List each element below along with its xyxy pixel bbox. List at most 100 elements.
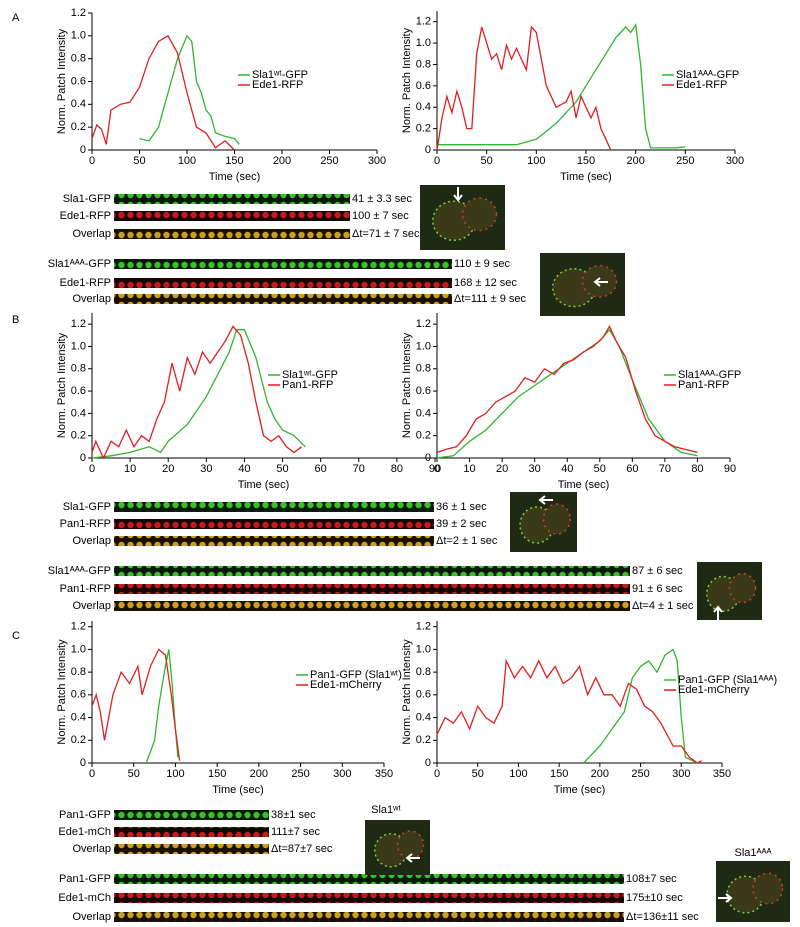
y-tick-label: 0.2 xyxy=(71,430,86,442)
y-tick-label: 0.4 xyxy=(71,98,86,110)
y-tick-label: 0.8 xyxy=(416,363,431,375)
arrow xyxy=(718,893,733,903)
cell xyxy=(728,572,757,604)
legend-label: Sla1ʷᵗ-GFP xyxy=(282,369,338,381)
kymo-time: 36 ± 1 sec xyxy=(436,501,487,513)
kymograph-strip xyxy=(114,810,269,820)
kymograph-strip xyxy=(114,827,269,837)
y-tick-label: 0.6 xyxy=(416,80,431,92)
cell-label: Sla1ʷᵗ xyxy=(371,804,401,816)
x-tick-label: 90 xyxy=(429,463,441,475)
legend-label: Sla1ᴬᴬᴬ-GFP xyxy=(676,69,739,81)
y-tick-label: 0.8 xyxy=(71,363,86,375)
x-tick-label: 300 xyxy=(368,155,386,167)
x-tick-label: 200 xyxy=(250,768,268,780)
series-line xyxy=(91,329,306,459)
y-tick-label: 1.2 xyxy=(416,318,431,330)
x-tick-label: 90 xyxy=(724,463,736,475)
x-tick-label: 60 xyxy=(315,463,327,475)
legend-label: Sla1ᴬᴬᴬ-GFP xyxy=(678,369,741,381)
x-axis-label: Time (sec) xyxy=(558,479,610,491)
y-tick-label: 0.8 xyxy=(416,666,431,678)
kymo-time: 41 ± 3.3 sec xyxy=(352,193,412,205)
y-tick-label: 0.4 xyxy=(416,101,431,113)
kymo-time: Δt=4 ± 1 sec xyxy=(632,600,694,612)
kymo-label: Sla1-GFP xyxy=(63,501,111,513)
y-tick-label: 0 xyxy=(80,144,86,156)
y-tick-label: 1.0 xyxy=(71,643,86,655)
y-axis-label: Norm. Patch Intensity xyxy=(56,639,68,745)
legend-label: Ede1-RFP xyxy=(676,79,727,91)
x-tick-label: 0 xyxy=(89,768,95,780)
x-tick-label: 150 xyxy=(225,155,243,167)
y-tick-label: 0.4 xyxy=(416,407,431,419)
kymo-label: Overlap xyxy=(72,535,111,547)
series-line xyxy=(436,328,698,459)
y-tick-label: 0.4 xyxy=(71,407,86,419)
kymo-label: Ede1-RFP xyxy=(60,277,111,289)
kymo-time: 108±7 sec xyxy=(626,873,677,885)
kymo-label: Ede1-mCh xyxy=(58,892,111,904)
cell xyxy=(752,872,784,905)
x-tick-label: 250 xyxy=(291,768,309,780)
y-tick-label: 1.0 xyxy=(416,340,431,352)
legend-label: Pan1-GFP (Sla1ᴬᴬᴬ) xyxy=(678,674,777,686)
kymograph-strip xyxy=(114,294,452,304)
x-tick-label: 0 xyxy=(434,155,440,167)
x-axis-label: Time (sec) xyxy=(212,784,264,796)
kymo-time: Δt=2 ± 1 sec xyxy=(436,535,498,547)
cell xyxy=(542,503,572,535)
x-tick-label: 50 xyxy=(472,768,484,780)
series-line xyxy=(583,648,698,764)
x-tick-label: 350 xyxy=(375,768,393,780)
kymograph-strip xyxy=(114,502,434,512)
x-tick-label: 300 xyxy=(726,155,744,167)
kymograph-strip xyxy=(114,874,624,884)
x-axis-label: Time (sec) xyxy=(238,479,290,491)
x-tick-label: 60 xyxy=(626,463,638,475)
y-axis-label: Norm. Patch Intensity xyxy=(401,332,413,438)
kymograph-strip xyxy=(114,601,630,611)
y-tick-label: 0 xyxy=(425,757,431,769)
y-axis-label: Norm. Patch Intensity xyxy=(56,332,68,438)
series-line xyxy=(91,325,302,460)
kymo-label: Overlap xyxy=(72,911,111,923)
kymo-time: Δt=71 ± 7 sec xyxy=(352,228,420,240)
arrow xyxy=(405,853,420,863)
kymo-label: Pan1-RFP xyxy=(60,518,111,530)
legend-label: Pan1-RFP xyxy=(678,379,729,391)
legend-label: Ede1-mCherry xyxy=(678,684,750,696)
y-tick-label: 0.8 xyxy=(71,53,86,65)
y-tick-label: 0.2 xyxy=(71,734,86,746)
y-tick-label: 0.2 xyxy=(416,123,431,135)
x-tick-label: 150 xyxy=(577,155,595,167)
series-line xyxy=(91,34,235,151)
legend-label: Pan1-RFP xyxy=(282,379,333,391)
y-tick-label: 1.0 xyxy=(416,643,431,655)
y-tick-label: 0.4 xyxy=(71,711,86,723)
x-tick-label: 10 xyxy=(124,463,136,475)
legend-label: Sla1ʷᵗ-GFP xyxy=(252,69,308,81)
x-tick-label: 50 xyxy=(594,463,606,475)
y-tick-label: 1.2 xyxy=(416,621,431,633)
cell xyxy=(396,830,425,860)
x-tick-label: 10 xyxy=(463,463,475,475)
kymo-time: Δt=87±7 sec xyxy=(271,843,333,855)
x-tick-label: 30 xyxy=(529,463,541,475)
y-tick-label: 0.6 xyxy=(71,75,86,87)
x-tick-label: 150 xyxy=(208,768,226,780)
x-tick-label: 70 xyxy=(353,463,365,475)
x-tick-label: 100 xyxy=(527,155,545,167)
kymo-label: Ede1-mCh xyxy=(58,826,111,838)
x-tick-label: 20 xyxy=(496,463,508,475)
panel-letter: C xyxy=(12,630,20,642)
x-tick-label: 80 xyxy=(391,463,403,475)
series-line xyxy=(139,34,240,145)
x-tick-label: 0 xyxy=(89,155,95,167)
x-tick-label: 0 xyxy=(434,463,440,475)
panel-letter: A xyxy=(12,12,20,24)
kymograph-strip xyxy=(114,893,624,903)
series-line xyxy=(436,25,612,151)
kymograph-strip xyxy=(114,519,434,529)
x-tick-label: 70 xyxy=(659,463,671,475)
